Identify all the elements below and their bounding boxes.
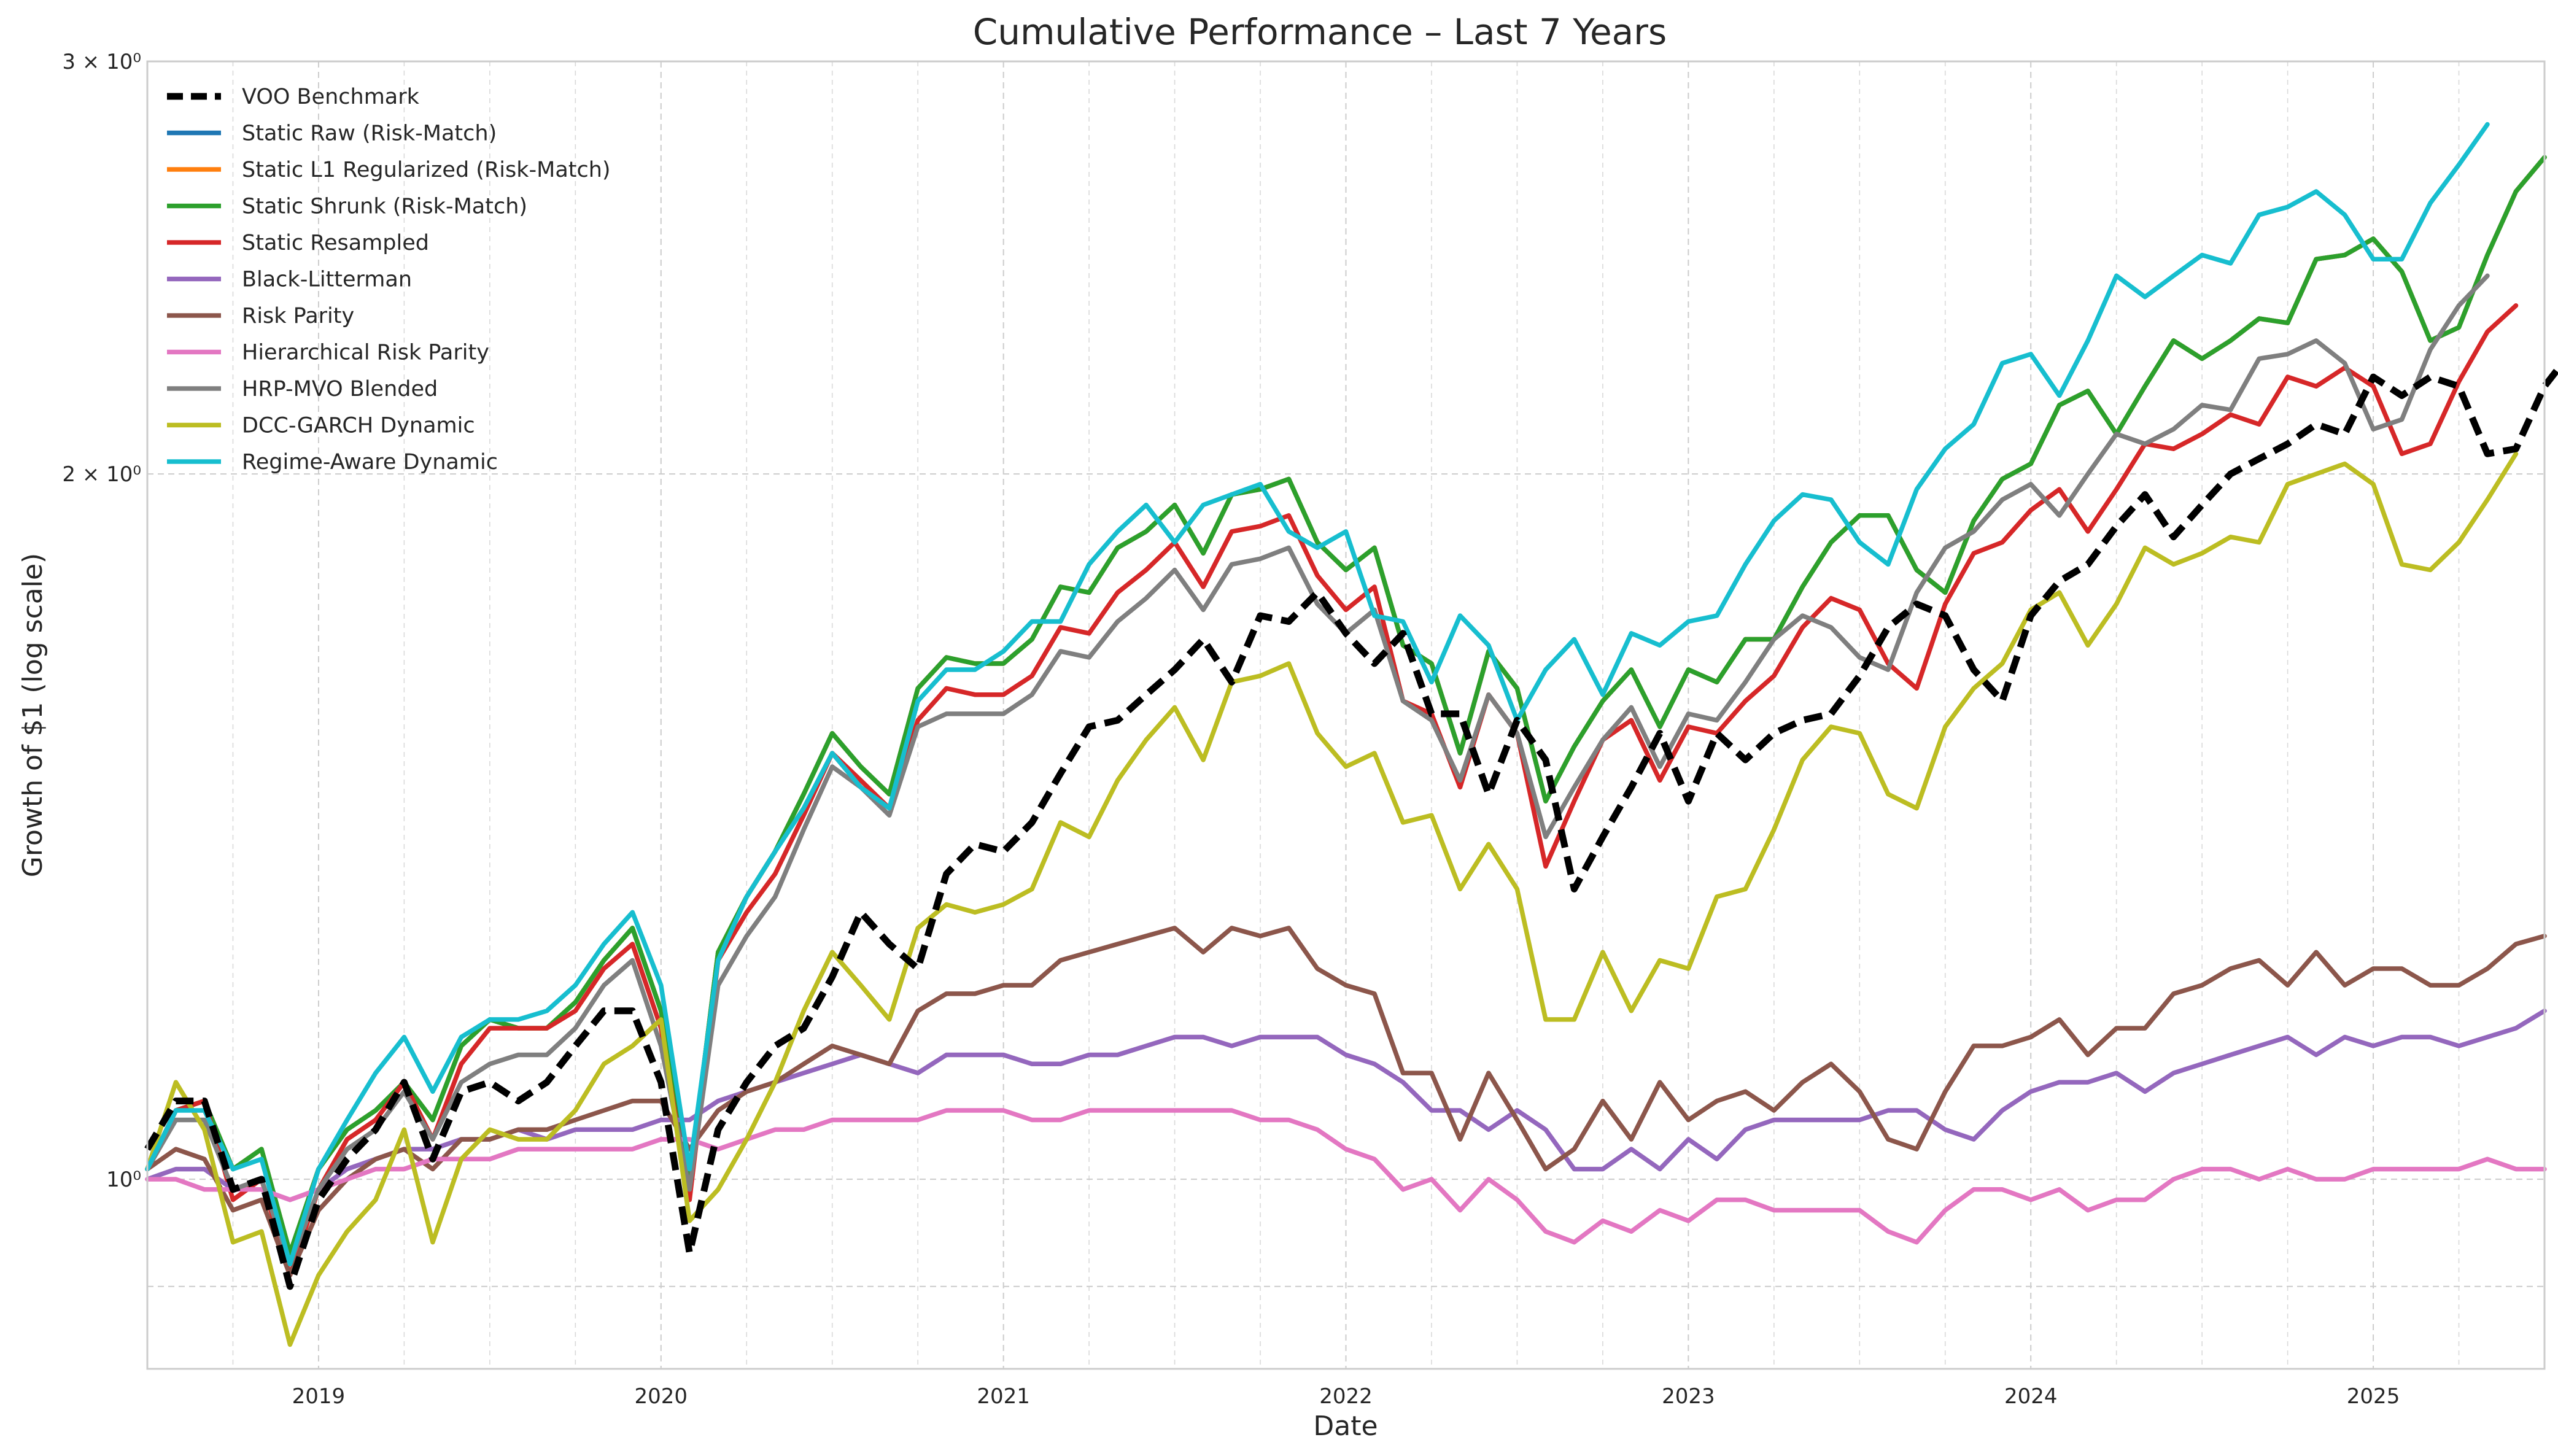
legend: VOO Benchmark Static Raw (Risk-Match) Stat… bbox=[167, 85, 611, 474]
x-tick-label: 2022 bbox=[1319, 1384, 1373, 1409]
legend-entry: VOO Benchmark bbox=[167, 85, 420, 109]
y-tick-label: 10⁰ bbox=[106, 1168, 141, 1192]
y-tick-label: 3 × 10⁰ bbox=[62, 50, 141, 74]
legend-label: Static Shrunk (Risk-Match) bbox=[242, 195, 527, 219]
x-tick-labels: 2019 2020 2021 2022 2023 2024 2025 bbox=[292, 1384, 2400, 1409]
series-line-risk-parity bbox=[145, 926, 2547, 1278]
y-tick-label: 2 × 10⁰ bbox=[62, 462, 141, 487]
legend-entry: Risk Parity bbox=[167, 304, 354, 328]
legend-entry: Static Resampled bbox=[167, 231, 429, 255]
legend-label: DCC-GARCH Dynamic bbox=[242, 414, 475, 438]
legend-label: HRP-MVO Blended bbox=[242, 377, 438, 401]
legend-label: Black-Litterman bbox=[242, 268, 412, 292]
chart-title: Cumulative Performance – Last 7 Years bbox=[973, 11, 1667, 53]
series-line-static-resampled bbox=[145, 303, 2519, 1278]
legend-label: Regime-Aware Dynamic bbox=[242, 450, 498, 474]
x-tick-label: 2025 bbox=[2347, 1384, 2400, 1409]
legend-entry: HRP-MVO Blended bbox=[167, 377, 438, 401]
legend-entry: Regime-Aware Dynamic bbox=[167, 450, 498, 474]
x-tick-label: 2023 bbox=[1662, 1384, 1715, 1409]
legend-label: Risk Parity bbox=[242, 304, 354, 328]
series-line-hierarchical-risk-parity bbox=[145, 1108, 2547, 1245]
plot-frame bbox=[146, 60, 2546, 1370]
y-axis-label: Growth of $1 (log scale) bbox=[17, 553, 48, 877]
legend-label: Static Raw (Risk-Match) bbox=[242, 122, 497, 146]
legend-entry: Black-Litterman bbox=[167, 268, 412, 292]
legend-entry: Hierarchical Risk Parity bbox=[167, 341, 489, 365]
x-tick-label: 2020 bbox=[635, 1384, 688, 1409]
legend-entry: Static L1 Regularized (Risk-Match) bbox=[167, 158, 611, 182]
x-tick-label: 2021 bbox=[977, 1384, 1030, 1409]
legend-entry: DCC-GARCH Dynamic bbox=[167, 414, 475, 438]
series-line-hrp-mvo-blended bbox=[145, 273, 2490, 1267]
series-lines bbox=[144, 122, 2558, 1347]
legend-entry: Static Raw (Risk-Match) bbox=[167, 122, 497, 146]
x-axis-label: Date bbox=[1313, 1411, 1378, 1442]
series-line-voo-benchmark bbox=[144, 363, 2558, 1290]
x-tick-label: 2019 bbox=[292, 1384, 346, 1409]
legend-label: VOO Benchmark bbox=[242, 85, 420, 109]
series-line-regime-aware-dynamic bbox=[145, 122, 2490, 1267]
legend-label: Static L1 Regularized (Risk-Match) bbox=[242, 158, 611, 182]
legend-entry: Static Shrunk (Risk-Match) bbox=[167, 195, 527, 219]
legend-label: Hierarchical Risk Parity bbox=[242, 341, 489, 365]
x-tick-label: 2024 bbox=[2004, 1384, 2058, 1409]
legend-label: Static Resampled bbox=[242, 231, 429, 255]
series-line-dcc-garch-dynamic bbox=[145, 451, 2519, 1347]
y-tick-labels: 10⁰ 2 × 10⁰ 3 × 10⁰ bbox=[62, 50, 141, 1192]
